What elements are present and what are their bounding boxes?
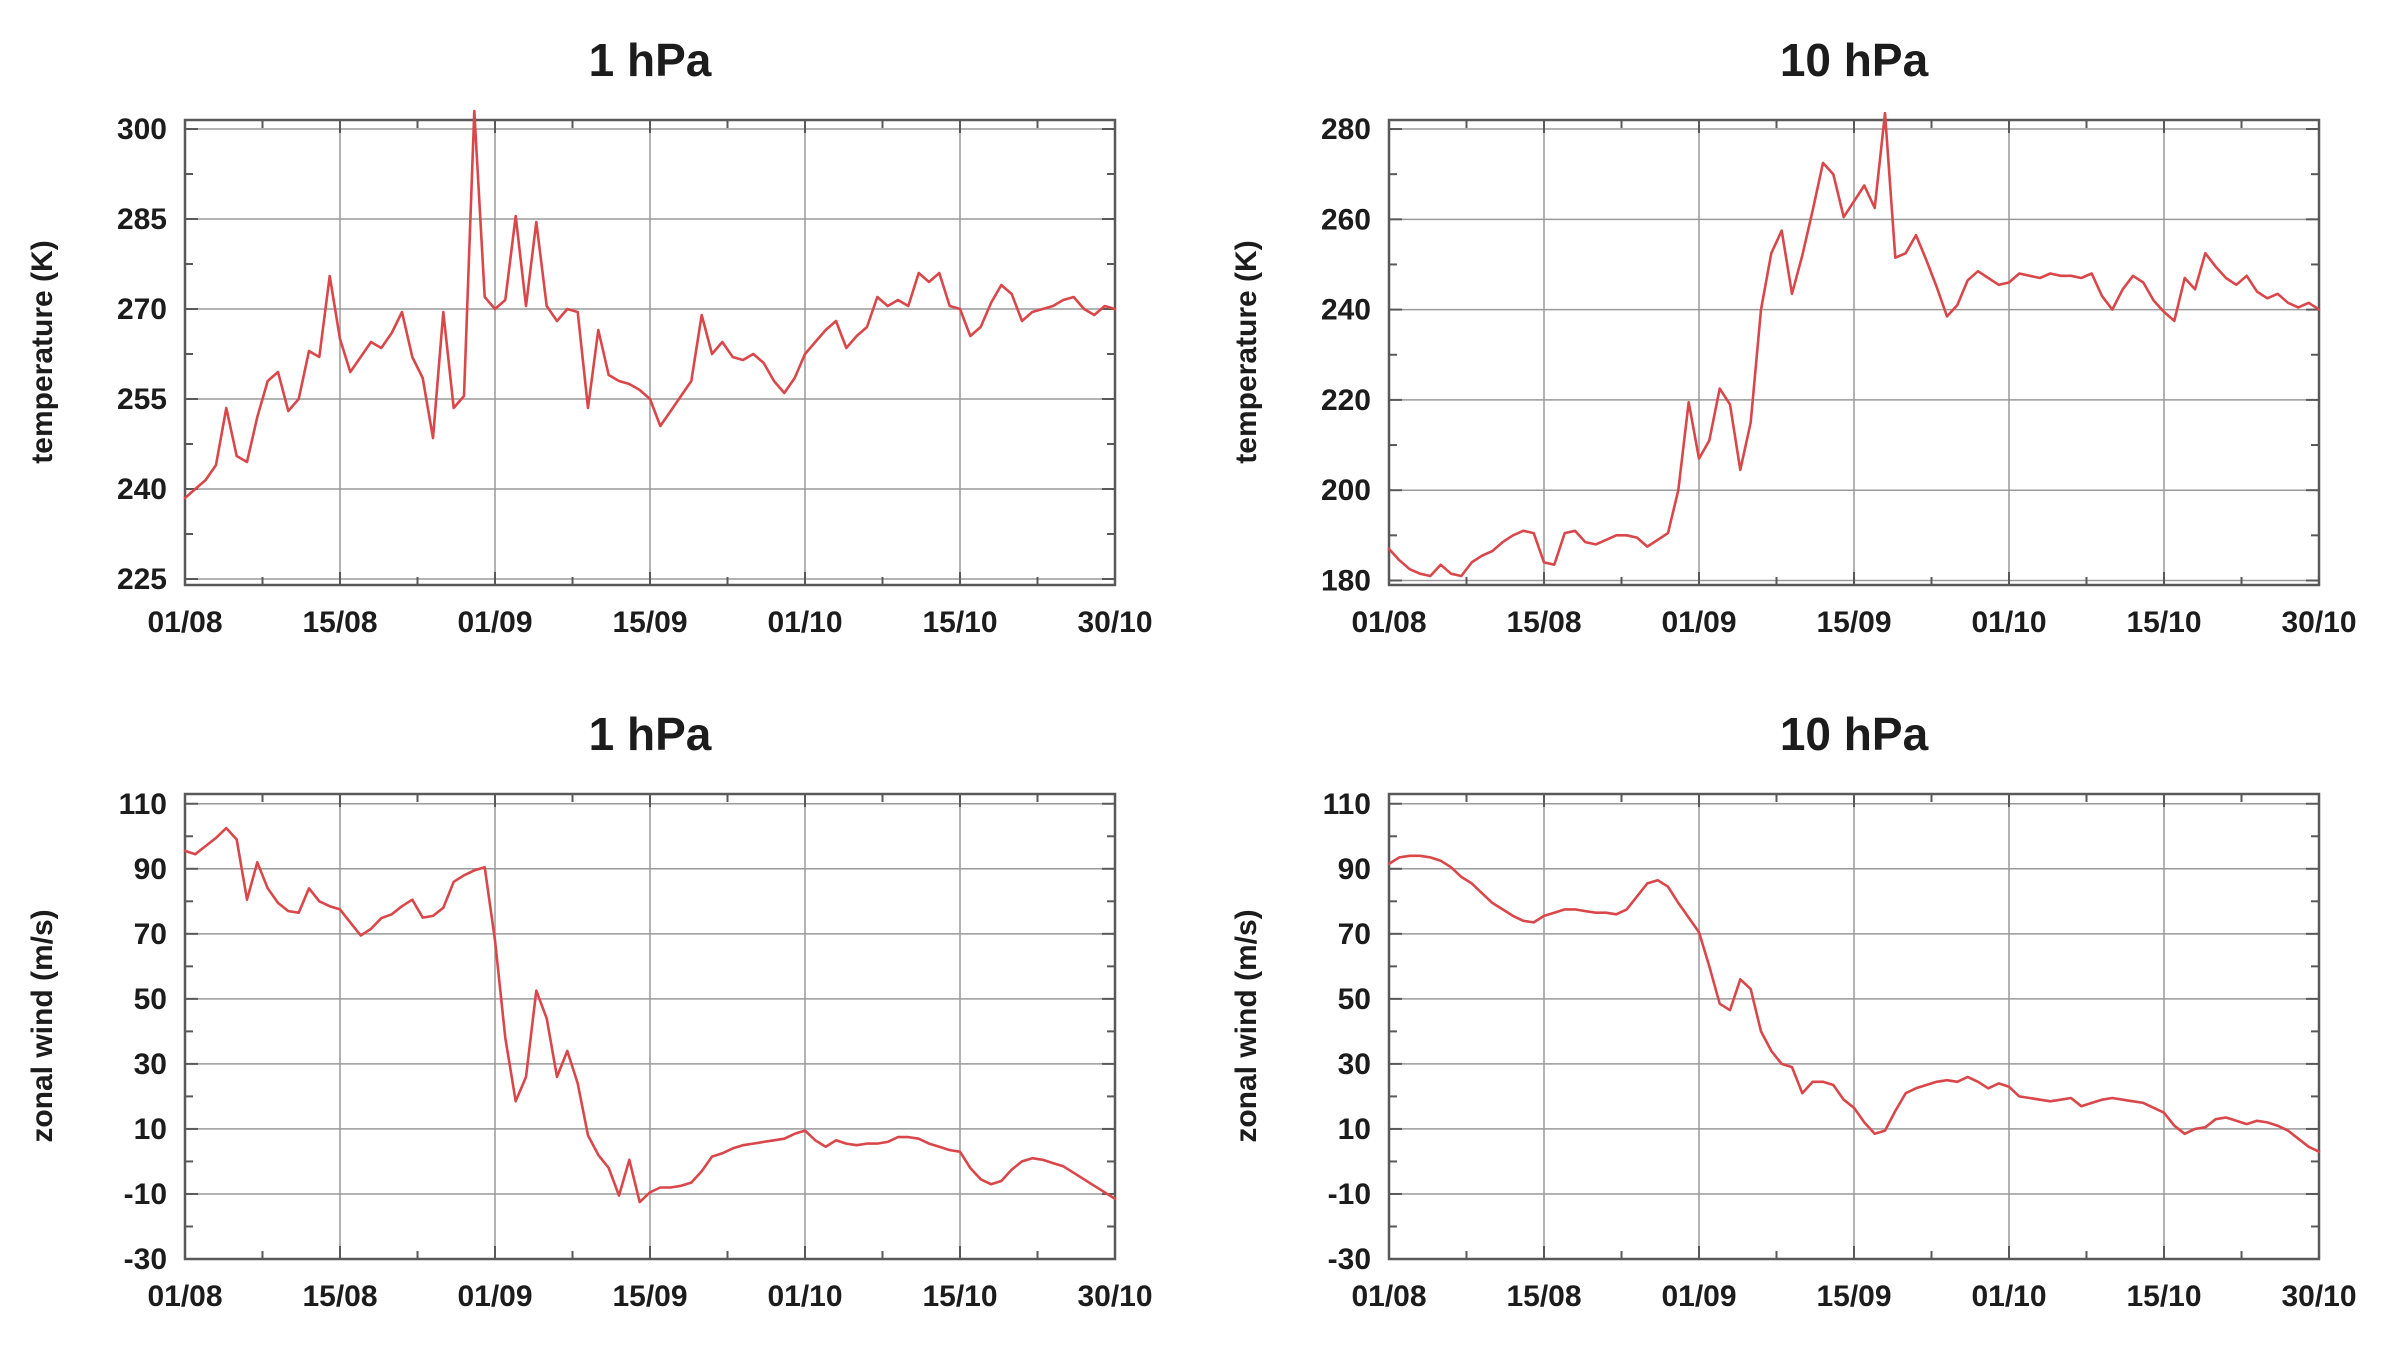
y-tick-label: 30 [1338,1048,1371,1081]
y-tick-label: 240 [1321,294,1371,327]
y-tick-label: -30 [1328,1243,1371,1276]
y-tick-label: 255 [117,383,167,416]
x-tick-label: 01/08 [1351,606,1426,639]
y-tick-label: 260 [1321,203,1371,236]
chart-title: 10 hPa [1780,708,1929,760]
x-tick-label: 01/10 [1971,606,2046,639]
y-tick-label: -30 [124,1243,167,1276]
y-axis-label: zonal wind (m/s) [1230,909,1263,1142]
x-tick-label: 01/10 [767,1280,842,1313]
y-tick-label: 220 [1321,384,1371,417]
x-tick-label: 15/08 [302,606,377,639]
x-tick-label: 01/08 [147,606,222,639]
y-tick-label: 50 [134,983,167,1016]
x-tick-label: 30/10 [2281,606,2356,639]
y-tick-label: 10 [1338,1113,1371,1146]
x-tick-label: 15/10 [922,1280,997,1313]
x-tick-label: 01/08 [1351,1280,1426,1313]
data-line-zonal-wind-10hpa [1387,854,2321,1154]
y-tick-label: 50 [1338,983,1371,1016]
chart-title: 1 hPa [589,708,712,760]
x-tick-label: 01/08 [147,1280,222,1313]
y-tick-label: 30 [134,1048,167,1081]
data-line-temperature-1hpa [183,109,1117,500]
chart-temperature-10hpa: 10 hPa temperature (K) 180 200 220 240 260 28… [1204,0,2408,674]
x-tick-label: 30/10 [1077,606,1152,639]
x-tick-label: 15/08 [302,1280,377,1313]
y-tick-label: 90 [1338,853,1371,886]
x-tick-label: 15/09 [1816,1280,1891,1313]
chart-title: 10 hPa [1780,34,1929,86]
y-tick-label: 225 [117,563,167,596]
x-tick-label: 15/08 [1506,1280,1581,1313]
x-tick-label: 30/10 [2281,1280,2356,1313]
y-tick-label: 90 [134,853,167,886]
x-tick-label: 15/08 [1506,606,1581,639]
y-tick-label: 110 [119,788,167,821]
y-tick-label: 110 [1323,788,1371,821]
y-axis-label: temperature (K) [26,240,59,463]
y-tick-label: 240 [117,473,167,506]
y-tick-label: 200 [1321,474,1371,507]
x-tick-label: 01/09 [457,606,532,639]
y-tick-label: 180 [1321,564,1371,597]
y-tick-label: 280 [1321,113,1371,146]
chart-temperature-1hpa: 1 hPa temperature (K) 225 240 255 270 285 300… [0,0,1204,674]
y-axis-label: zonal wind (m/s) [26,909,59,1142]
y-tick-label: 285 [117,203,167,236]
y-tick-label: 10 [134,1113,167,1146]
chart-zonal-wind-10hpa: 10 hPa zonal wind (m/s) -30 -10 10 30 50 70 90… [1204,674,2408,1348]
y-tick-label: 300 [117,113,167,146]
x-tick-label: 15/09 [612,606,687,639]
y-tick-label: -10 [1328,1178,1371,1211]
x-tick-label: 15/10 [2126,1280,2201,1313]
chart-title: 1 hPa [589,34,712,86]
x-tick-label: 30/10 [1077,1280,1152,1313]
plot-canvas-temperature-10hpa: 10 hPa temperature (K) 180 200 220 240 260 28… [1230,34,2357,639]
x-tick-label: 15/10 [922,606,997,639]
y-tick-label: -10 [124,1178,167,1211]
plot-canvas-zonal-wind-10hpa: 10 hPa zonal wind (m/s) -30 -10 10 30 50 70 90… [1230,708,2357,1313]
x-tick-label: 15/10 [2126,606,2201,639]
chart-zonal-wind-1hpa: 1 hPa zonal wind (m/s) -30 -10 10 30 50 70 90 1… [0,674,1204,1348]
x-tick-label: 01/10 [1971,1280,2046,1313]
x-tick-label: 15/09 [1816,606,1891,639]
y-tick-label: 270 [117,293,167,326]
plot-canvas-temperature-1hpa: 1 hPa temperature (K) 225 240 255 270 285 300… [26,34,1153,639]
x-tick-label: 01/09 [1661,606,1736,639]
plot-canvas-zonal-wind-1hpa: 1 hPa zonal wind (m/s) -30 -10 10 30 50 70 90 1… [26,708,1153,1313]
x-tick-label: 01/10 [767,606,842,639]
x-tick-label: 15/09 [612,1280,687,1313]
data-line-zonal-wind-1hpa [183,826,1117,1204]
y-axis-label: temperature (K) [1230,240,1263,463]
data-line-temperature-10hpa [1387,111,2321,578]
y-tick-label: 70 [1338,918,1371,951]
x-tick-label: 01/09 [1661,1280,1736,1313]
x-tick-label: 01/09 [457,1280,532,1313]
y-tick-label: 70 [134,918,167,951]
